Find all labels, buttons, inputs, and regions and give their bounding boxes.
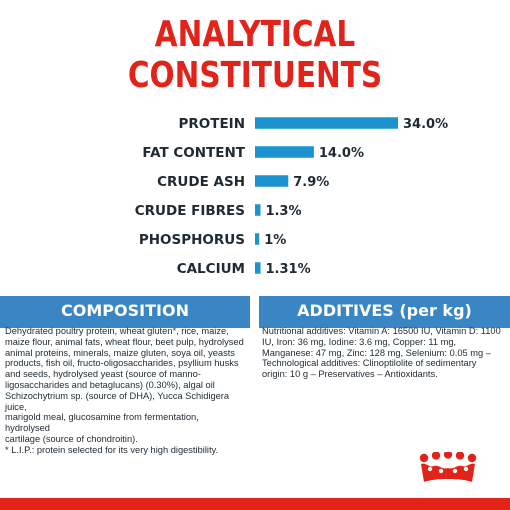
category-label: CRUDE FIBRES [135, 203, 245, 219]
bar [255, 204, 261, 216]
value-label: 1% [264, 233, 286, 248]
brand-bottom-bar [0, 498, 510, 510]
value-label: 14.0% [319, 146, 364, 161]
crown-logo-icon [419, 452, 477, 482]
category-label: FAT CONTENT [142, 145, 245, 161]
bar [255, 175, 289, 187]
value-label: 7.9% [293, 175, 329, 190]
constituents-bar-chart: PROTEIN 34.0% FAT CONTENT 14.0% CRUDE ASH 7.9… [135, 116, 448, 277]
title-line-2: CONSTITUENTS [127, 55, 383, 96]
additives-text: Nutritional additives: Vitamin A: 16500 … [262, 326, 501, 380]
composition-text: Dehydrated poultry protein, wheat gluten… [5, 326, 244, 455]
additives-heading: ADDITIVES (per kg) [259, 296, 510, 324]
category-label: CALCIUM [177, 261, 245, 277]
composition-heading-band [0, 324, 250, 328]
bar [255, 146, 314, 158]
category-label: PHOSPHORUS [139, 232, 245, 248]
bar [255, 117, 398, 129]
composition-heading: COMPOSITION [0, 296, 250, 324]
title-line-1: ANALYTICAL [154, 14, 356, 55]
value-label: 34.0% [403, 117, 448, 132]
bar [255, 262, 261, 274]
category-label: PROTEIN [178, 116, 245, 132]
value-label: 1.31% [266, 262, 311, 277]
bar [255, 233, 260, 245]
additives-heading-band [259, 324, 510, 328]
value-label: 1.3% [265, 204, 301, 219]
category-label: CRUDE ASH [157, 174, 245, 190]
